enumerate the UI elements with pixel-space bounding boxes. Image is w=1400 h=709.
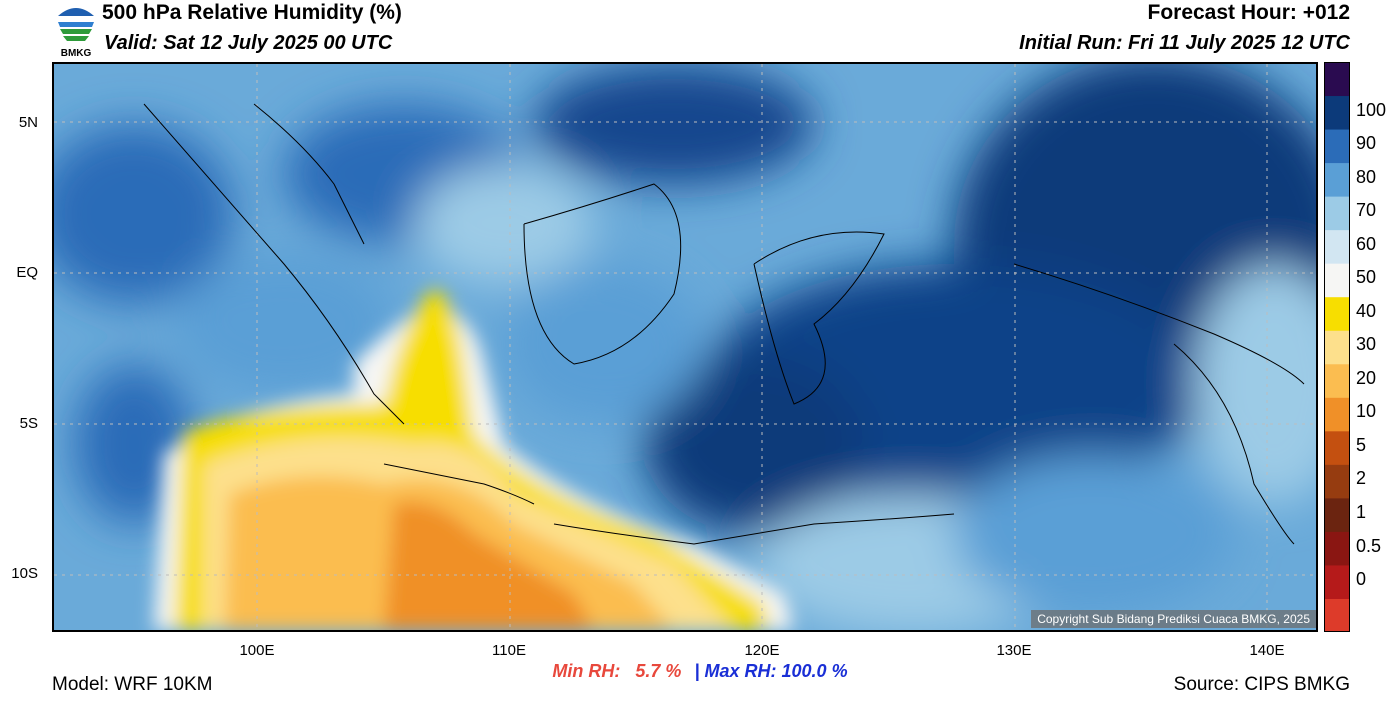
colorbar-segment [1324, 564, 1350, 599]
x-label-100e: 100E [239, 642, 275, 659]
logo-text: BMKG [60, 48, 92, 59]
colorbar-segment [1324, 296, 1350, 331]
rh-stats: Min RH: 5.7 % | Max RH: 100.0 % [0, 661, 1400, 682]
x-label-140e: 140E [1249, 642, 1285, 659]
colorbar-label: 60 [1356, 233, 1377, 254]
colorbar-segment [1324, 497, 1350, 532]
colorbar-label: 10 [1356, 401, 1377, 422]
humidity-map [52, 62, 1318, 632]
colorbar-label: 5 [1356, 434, 1367, 455]
min-rh-value: 5.7 % [635, 661, 682, 681]
x-label-110e: 110E [492, 642, 526, 659]
colorbar-label: 80 [1356, 166, 1377, 187]
colorbar-segment [1324, 363, 1350, 398]
colorbar-label: 0 [1356, 569, 1367, 590]
x-label-120e: 120E [744, 642, 780, 659]
colorbar-segment [1324, 430, 1350, 465]
colorbar-label: 70 [1356, 200, 1377, 221]
x-label-130e: 130E [996, 642, 1032, 659]
bmkg-logo [52, 2, 100, 60]
colorbar-label: 1 [1356, 501, 1367, 522]
colorbar-label: 30 [1356, 334, 1377, 355]
initial-run: Initial Run: Fri 11 July 2025 12 UTC [1019, 32, 1350, 54]
copyright-note: Copyright Sub Bidang Prediksi Cuaca BMKG… [1031, 610, 1316, 628]
colorbar-segment [1324, 330, 1350, 365]
colorbar-label: 100 [1356, 99, 1387, 120]
colorbar-segment [1324, 263, 1350, 298]
colorbar-segment [1324, 95, 1350, 130]
colorbar-label: 50 [1356, 267, 1377, 288]
y-label-10s: 10S [11, 565, 38, 582]
colorbar-frame [1324, 62, 1350, 632]
colorbar [1324, 62, 1350, 632]
y-label-5n: 5N [18, 114, 38, 131]
colorbar-label: 90 [1356, 133, 1377, 154]
colorbar-segment [1324, 162, 1350, 197]
source-info: Source: CIPS BMKG [1173, 674, 1350, 695]
max-rh: Max RH: 100.0 % [704, 661, 848, 681]
colorbar-label: 2 [1356, 468, 1367, 489]
colorbar-segment [1324, 598, 1350, 632]
forecast-hour: Forecast Hour: +012 [1147, 1, 1351, 24]
colorbar-segment [1324, 229, 1350, 264]
colorbar-segment [1324, 531, 1350, 566]
colorbar-label: 40 [1356, 300, 1377, 321]
y-label-eq: EQ [16, 264, 38, 281]
y-label-5s: 5S [19, 415, 38, 432]
chart-title: 500 hPa Relative Humidity (%) [102, 1, 402, 24]
valid-time: Valid: Sat 12 July 2025 00 UTC [104, 32, 393, 54]
colorbar-segment [1324, 464, 1350, 499]
stats-separator: | [694, 661, 700, 681]
min-rh-label: Min RH: [552, 661, 621, 681]
colorbar-segment [1324, 62, 1350, 97]
map-canvas [54, 64, 1316, 630]
colorbar-label: 20 [1356, 367, 1377, 388]
colorbar-segment [1324, 196, 1350, 231]
colorbar-segment [1324, 129, 1350, 164]
colorbar-segment [1324, 397, 1350, 432]
colorbar-label: 0.5 [1356, 535, 1382, 556]
model-info: Model: WRF 10KM [52, 674, 213, 695]
